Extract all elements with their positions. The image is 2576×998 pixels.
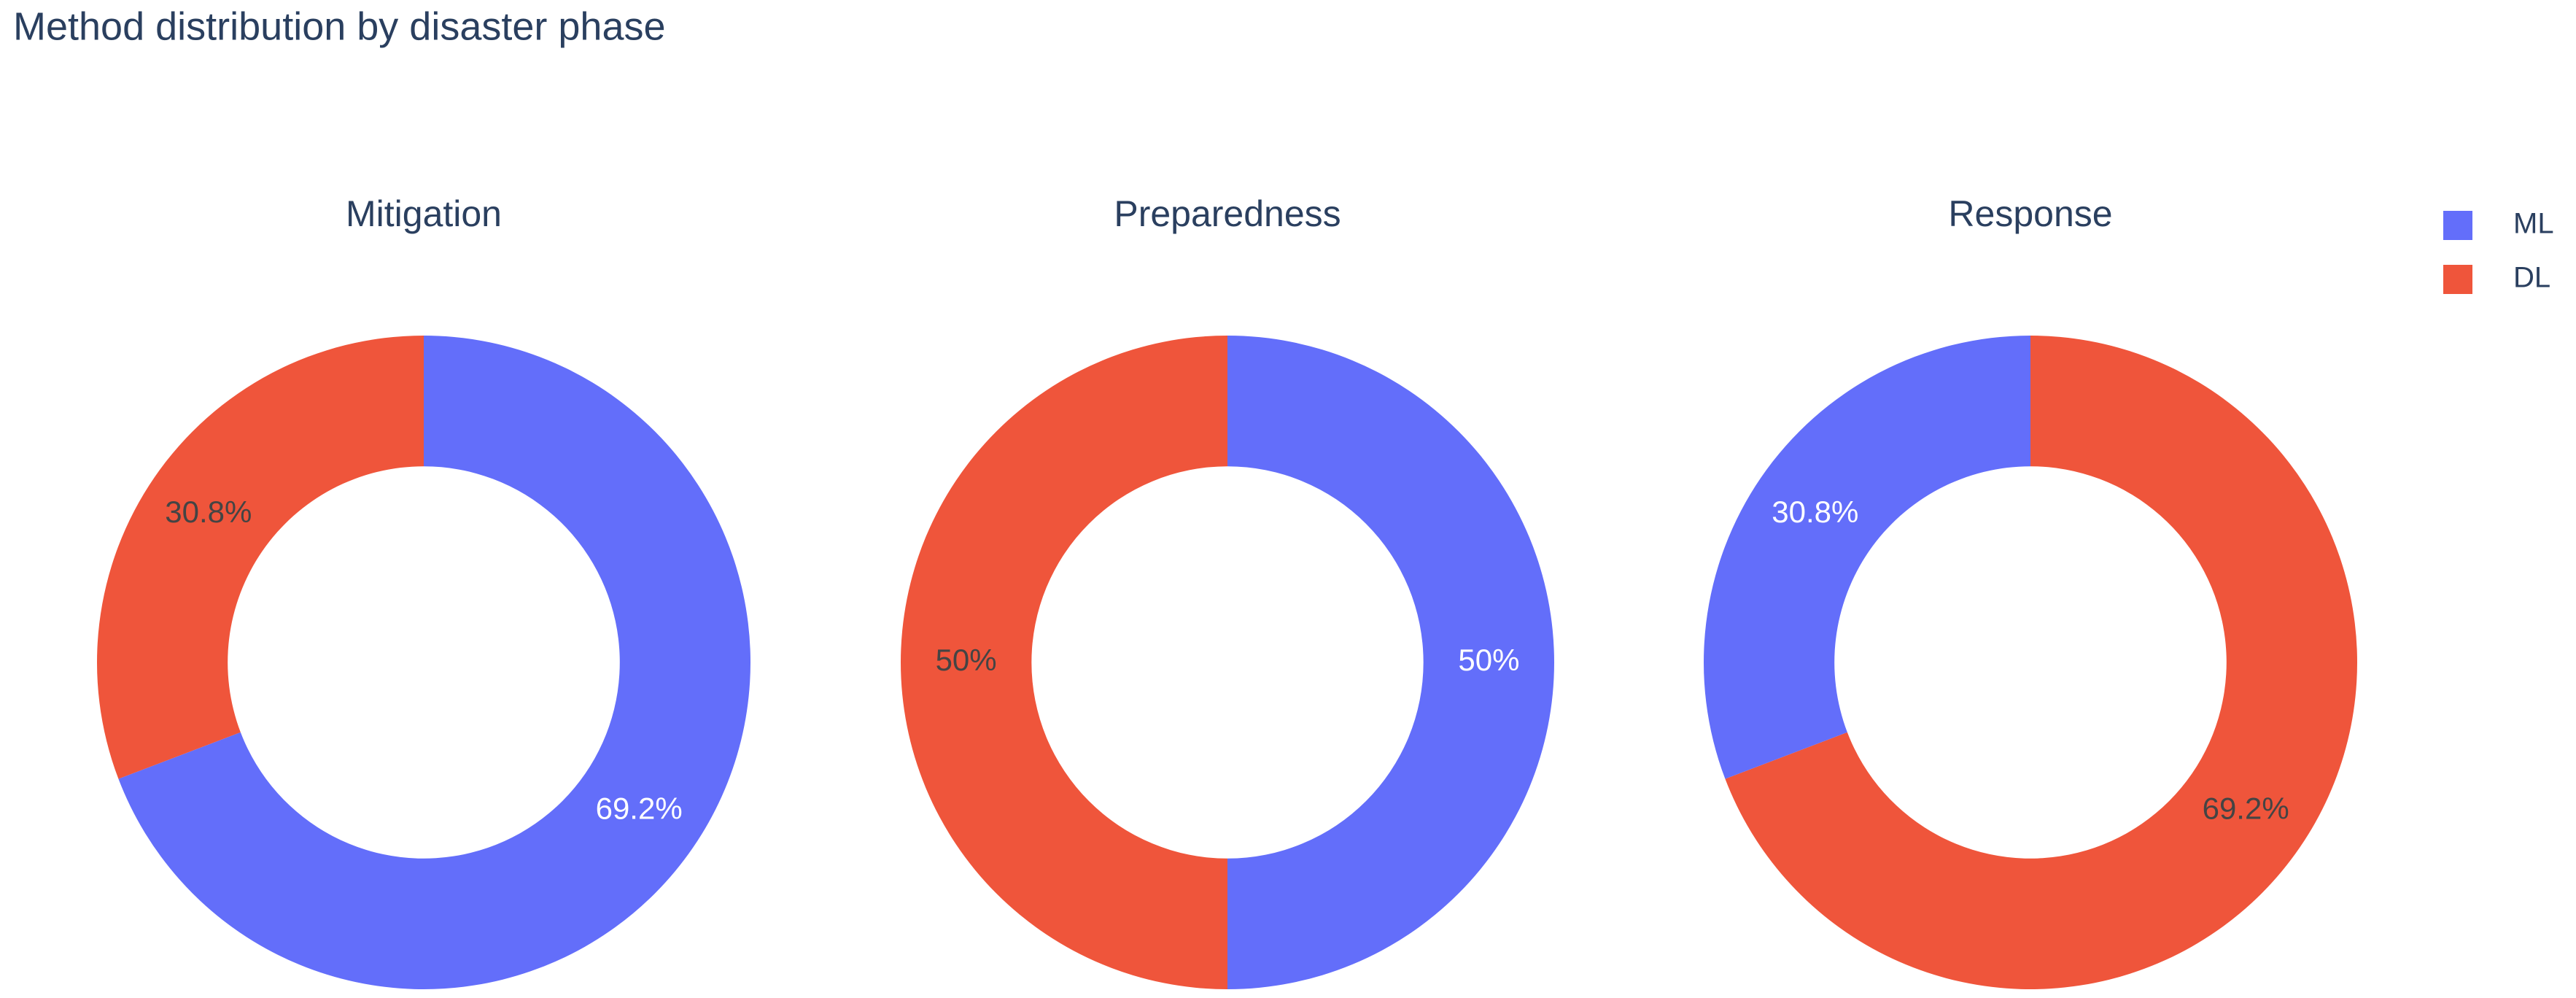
pie-slice [1704,336,2030,779]
pie-slice [901,336,1227,989]
pie-slice [1227,336,1554,989]
legend-swatch [2443,265,2472,294]
slice-label: 30.8% [1772,495,1858,529]
slice-label: 69.2% [596,791,683,825]
slice-label: 50% [1458,643,1519,677]
figure-title: Method distribution by disaster phase [13,4,666,48]
legend-label: DL [2513,262,2550,294]
slice-label: 69.2% [2203,791,2289,825]
subplot-title: Preparedness [1114,193,1341,234]
slice-label: 30.8% [165,495,252,529]
pie-slice [97,336,424,779]
slice-label: 50% [936,643,997,677]
subplot-title: Response [1948,193,2112,234]
pie-slice [118,336,750,989]
legend-swatch [2443,211,2472,240]
pie-slice [1725,336,2357,989]
subplot-title: Mitigation [346,193,502,234]
legend-label: ML [2513,208,2554,240]
